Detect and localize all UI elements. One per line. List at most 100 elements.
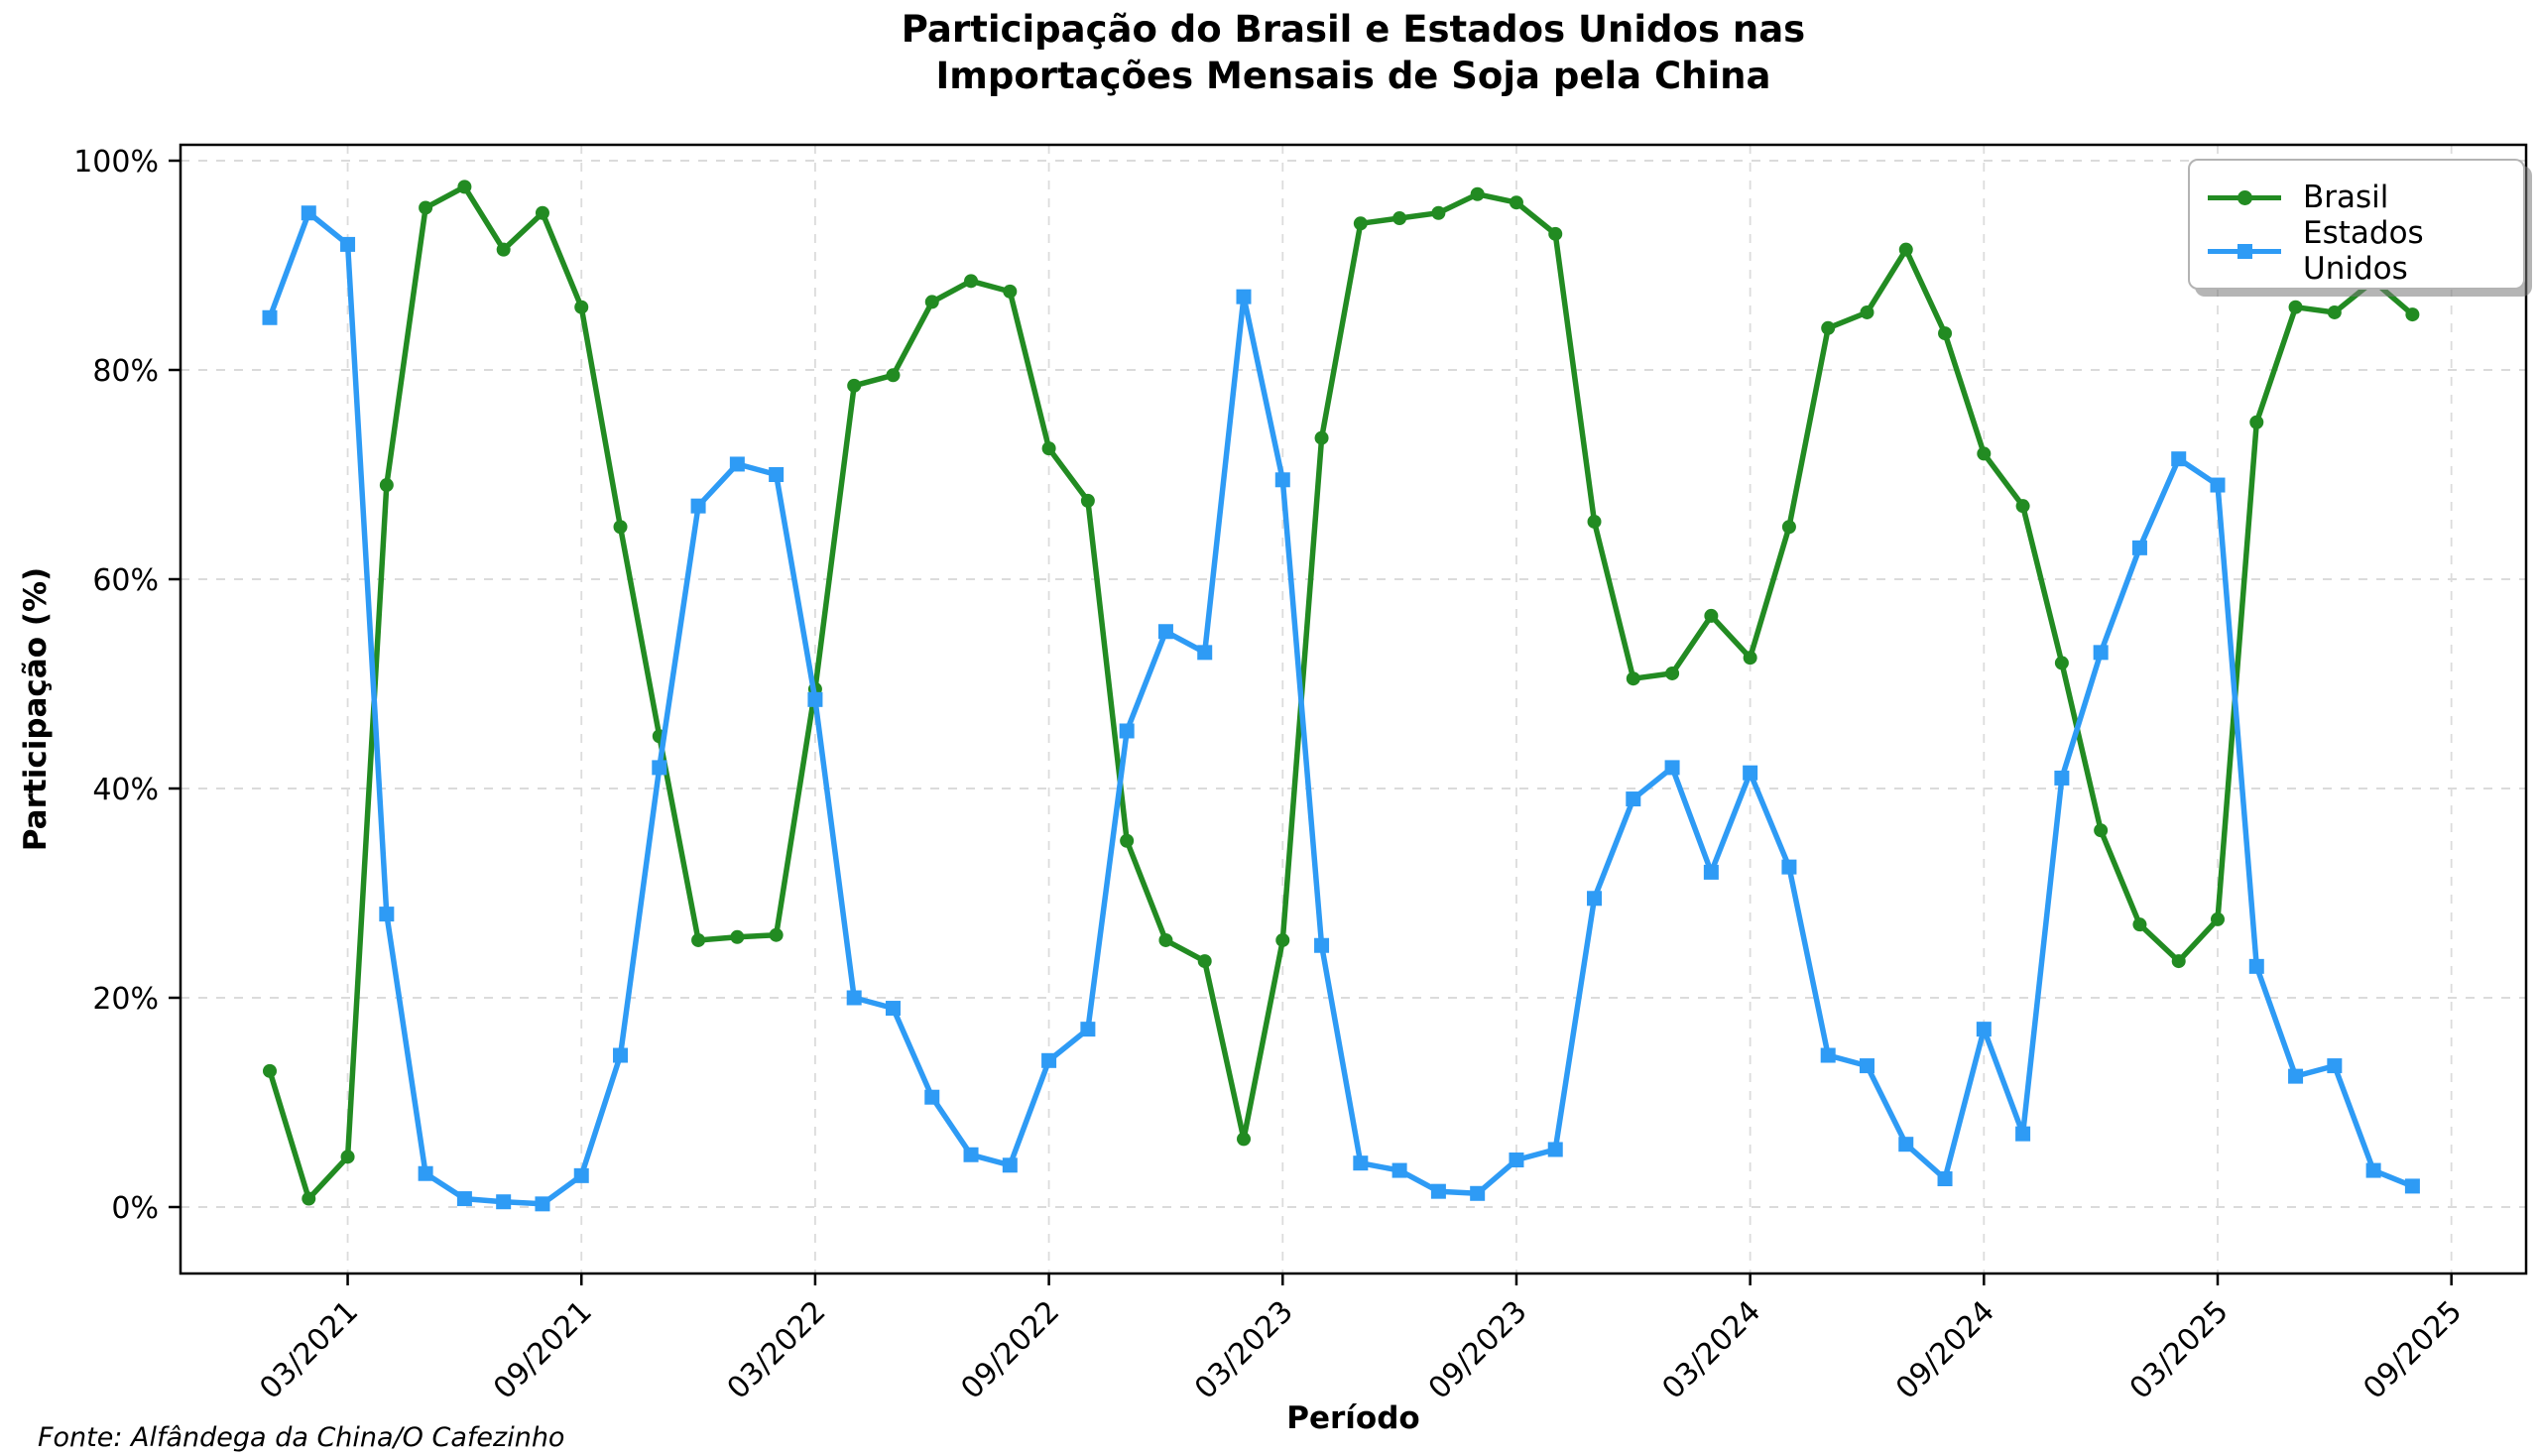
estados-unidos-marker [2015, 1126, 2031, 1142]
estados-unidos-marker [496, 1194, 512, 1210]
estados-unidos-marker [2288, 1068, 2304, 1084]
legend-sample-brasil [2208, 187, 2281, 207]
estados-unidos-marker [379, 907, 395, 922]
brasil-marker [2249, 415, 2264, 429]
legend-label-estados-unidos: Estados Unidos [2303, 215, 2424, 287]
y-axis-label: Participação (%) [18, 566, 54, 852]
brasil-marker [263, 1063, 277, 1078]
estados-unidos-marker [1547, 1142, 1563, 1157]
x-tick-label: 03/2022 [721, 1294, 833, 1406]
estados-unidos-marker [456, 1191, 472, 1207]
estados-unidos-marker [1781, 859, 1797, 875]
y-tick-label: 40% [92, 773, 159, 807]
y-tick-label: 100% [73, 145, 159, 180]
estados-unidos-marker [1626, 791, 1641, 807]
x-tick-label: 03/2023 [1188, 1294, 1300, 1406]
brasil-marker [1898, 242, 1913, 257]
x-tick-label: 09/2023 [1422, 1294, 1534, 1406]
estados-unidos-marker [1430, 1183, 1446, 1199]
estados-unidos-marker [2093, 645, 2109, 661]
brasil-marker [1275, 932, 1290, 947]
brasil-marker [1781, 520, 1796, 535]
estados-unidos-marker [1859, 1058, 1874, 1074]
brasil-marker [1626, 671, 1640, 686]
estados-unidos-marker [1509, 1153, 1524, 1168]
estados-unidos-marker [262, 309, 278, 325]
brasil-marker [1665, 666, 1680, 680]
legend-label-brasil: Brasil [2303, 180, 2389, 215]
brasil-marker [1080, 493, 1095, 508]
brasil-marker [496, 242, 511, 257]
brasil-marker [1938, 326, 1953, 341]
estados-unidos-marker [340, 236, 356, 252]
brasil-marker [1509, 195, 1523, 210]
estados-unidos-line [267, 209, 2416, 1207]
estados-unidos-marker [2248, 958, 2264, 974]
estados-unidos-marker [1820, 1047, 1836, 1063]
brasil-marker [1392, 211, 1407, 226]
brasil-marker [1470, 186, 1485, 201]
brasil-legend-marker-icon [2237, 190, 2252, 205]
x-tick-label: 03/2024 [1655, 1294, 1767, 1406]
brasil-marker [302, 1191, 316, 1206]
y-tick-label: 20% [92, 982, 159, 1017]
estados-unidos-marker [885, 1001, 901, 1017]
estados-unidos-marker [1041, 1052, 1057, 1068]
x-tick-label: 09/2022 [954, 1294, 1066, 1406]
estados-unidos-marker [924, 1089, 940, 1105]
estados-unidos-marker [729, 456, 745, 472]
estados-unidos-marker [1353, 1155, 1369, 1171]
x-tick-label: 09/2025 [2357, 1294, 2469, 1406]
estados-unidos-marker [1002, 1157, 1018, 1173]
estados-unidos-marker [1080, 1022, 1096, 1037]
estados-unidos-marker [2365, 1162, 2381, 1178]
estados-unidos-legend-marker-icon [2237, 244, 2252, 259]
brasil-marker [1120, 833, 1135, 848]
estados-unidos-marker [1391, 1162, 1407, 1178]
brasil-marker [1587, 514, 1602, 529]
brasil-marker [1237, 1132, 1251, 1147]
estados-unidos-marker [301, 205, 316, 221]
estados-unidos-marker [573, 1167, 589, 1183]
estados-unidos-marker [690, 498, 706, 514]
brasil-marker [730, 929, 745, 944]
estados-unidos-marker [1937, 1171, 1953, 1187]
brasil-marker [1158, 932, 1173, 947]
brasil-marker [340, 1150, 355, 1164]
estados-unidos-marker [2404, 1178, 2420, 1194]
estados-unidos-marker [1664, 760, 1680, 776]
estados-unidos-marker [1587, 891, 1603, 907]
legend: Brasil Estados Unidos [2188, 159, 2525, 290]
brasil-marker [691, 932, 706, 947]
brasil-line [267, 183, 2416, 1202]
brasil-marker [1704, 608, 1719, 623]
brasil-marker [1314, 430, 1329, 445]
x-axis-label: Período [1286, 1400, 1420, 1436]
x-tick-label: 09/2024 [1889, 1294, 2001, 1406]
legend-item-brasil: Brasil [2190, 171, 2523, 224]
chart-title-line1: Participação do Brasil e Estados Unidos … [901, 8, 1806, 51]
estados-unidos-marker [2327, 1058, 2343, 1074]
estados-unidos-marker [613, 1047, 629, 1063]
brasil-marker [2054, 656, 2069, 670]
brasil-marker [574, 300, 589, 314]
brasil-marker [1821, 320, 1836, 335]
estados-unidos-marker [1274, 472, 1290, 488]
brasil-marker [964, 274, 979, 289]
estados-unidos-marker [846, 990, 862, 1006]
brasil-marker [2211, 911, 2225, 926]
brasil-marker [1743, 651, 1757, 666]
x-tick-label: 03/2025 [2123, 1294, 2236, 1406]
brasil-marker [535, 205, 549, 220]
estados-unidos-marker [1157, 624, 1173, 640]
estados-unidos-marker [1236, 289, 1252, 304]
brasil-marker [2327, 304, 2342, 319]
brasil-marker [2132, 917, 2147, 932]
brasil-marker [419, 200, 433, 215]
brasil-marker [379, 478, 394, 493]
brasil-marker [1041, 441, 1056, 456]
estados-unidos-marker [1470, 1185, 1486, 1201]
brasil-marker [2171, 954, 2186, 969]
estados-unidos-marker [652, 760, 667, 776]
estados-unidos-marker [418, 1165, 433, 1181]
